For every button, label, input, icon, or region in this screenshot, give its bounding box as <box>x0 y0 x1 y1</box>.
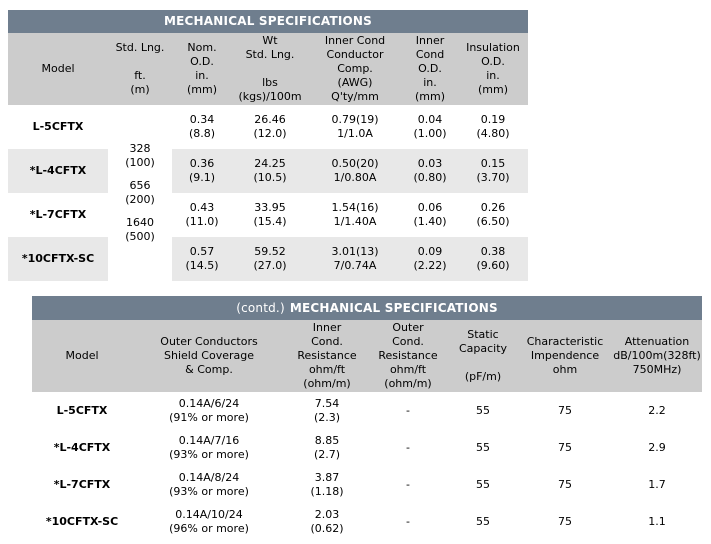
value-cell: 0.06 (1.40) <box>413 201 447 228</box>
table-row: *10CFTX-SC 0.57 (14.5) 59.52 (27.0) 3.01… <box>8 237 528 281</box>
column-header-wt-std-lng: Wt Std. Lng. lbs (kgs)/100m <box>238 34 302 103</box>
model-cell: *L-4CFTX <box>8 149 108 193</box>
table-title-bar: (contd.) MECHANICAL SPECIFICATIONS <box>32 296 702 320</box>
value-cell: 0.79(19) 1/1.0A <box>331 113 379 140</box>
value-cell: 0.26 (6.50) <box>476 201 510 228</box>
value-cell: 0.38 (9.60) <box>458 237 528 281</box>
model-cell: L-5CFTX <box>32 120 84 133</box>
header-row: Model Std. Lng. ft. (m) Nom. O.D. in. (m… <box>8 33 528 105</box>
std-lng-cell: 328 (100) 656 (200) 1640 (500) <box>108 105 172 281</box>
mechanical-specs-grid: Model Std. Lng. ft. (m) Nom. O.D. in. (m… <box>8 33 528 281</box>
value-cell: 2.9 <box>648 440 666 454</box>
column-header-nom-od: Nom. O.D. in. (mm) <box>186 41 217 96</box>
column-header-std-lng: Std. Lng. ft. (m) <box>115 41 165 96</box>
column-header-model: Model <box>41 62 75 75</box>
value-cell: 75 <box>558 440 572 454</box>
value-cell: 3.01(13) 7/0.74A <box>308 237 402 281</box>
value-cell: 33.95 (15.4) <box>253 201 287 228</box>
value-cell: - <box>406 403 410 417</box>
value-cell: - <box>406 477 410 491</box>
table-row: *L-4CFTX 0.36 (9.1) 24.25 (10.5) 0.50(20… <box>8 149 528 193</box>
value-cell: 0.09 (2.22) <box>402 237 458 281</box>
column-header-characteristic-impendence: Characteristic Impendence ohm <box>526 335 604 376</box>
value-cell: 55 <box>476 477 490 491</box>
column-header-insulation-od: Insulation O.D. in. (mm) <box>466 41 520 96</box>
value-cell: - <box>406 440 410 454</box>
model-cell: L-5CFTX <box>56 403 108 417</box>
value-cell: 0.43 (11.0) <box>185 201 219 228</box>
value-cell: 55 <box>476 440 490 454</box>
value-cell: 0.15 (3.70) <box>458 149 528 193</box>
header-row: Model Outer Conductors Shield Coverage &… <box>32 320 702 392</box>
value-cell: 0.36 (9.1) <box>172 149 232 193</box>
value-cell: 0.57 (14.5) <box>172 237 232 281</box>
column-header-inner-cond-comp: Inner Cond Conductor Comp. (AWG) Q'ty/mm <box>324 34 386 103</box>
table-row: *10CFTX-SC 0.14A/10/24 (96% or more) 2.0… <box>32 503 702 540</box>
contd-mechanical-specs-grid: Model Outer Conductors Shield Coverage &… <box>32 320 702 540</box>
value-cell: 0.14A/8/24 (93% or more) <box>169 470 249 498</box>
value-cell: 24.25 (10.5) <box>232 149 308 193</box>
table-row: *L-4CFTX 0.14A/7/16 (93% or more) 8.85 (… <box>32 429 702 466</box>
table-row: *L-7CFTX 0.43 (11.0) 33.95 (15.4) 1.54(1… <box>8 193 528 237</box>
value-cell: 0.14A/7/16 (93% or more) <box>169 433 249 461</box>
table-title-prefix: (contd.) <box>236 301 285 315</box>
column-header-static-capacity: Static Capacity (pF/m) <box>458 328 508 383</box>
value-cell: 55 <box>476 514 490 528</box>
value-cell: 8.85 (2.7) <box>313 433 341 461</box>
column-header-model: Model <box>65 349 99 362</box>
model-cell: *L-7CFTX <box>29 208 87 221</box>
model-cell: *L-7CFTX <box>53 477 111 491</box>
column-header-outer-conductors: Outer Conductors Shield Coverage & Comp. <box>160 335 258 376</box>
value-cell: 0.34 (8.8) <box>188 113 216 140</box>
std-lng-value: 328 (100) <box>125 142 155 169</box>
value-cell: 2.03 (0.62) <box>310 507 344 535</box>
value-cell: 1.1 <box>648 514 666 528</box>
table-title: MECHANICAL SPECIFICATIONS <box>164 14 372 28</box>
value-cell: - <box>406 514 410 528</box>
value-cell: 55 <box>476 403 490 417</box>
column-header-inner-cond-od: Inner Cond O.D. in. (mm) <box>414 34 445 103</box>
value-cell: 0.03 (0.80) <box>402 149 458 193</box>
value-cell: 1.7 <box>648 477 666 491</box>
value-cell: 0.14A/10/24 (96% or more) <box>169 507 249 535</box>
value-cell: 75 <box>558 477 572 491</box>
table-row: L-5CFTX 0.14A/6/24 (91% or more) 7.54 (2… <box>32 392 702 429</box>
column-header-outer-cond-resistance: Outer Cond. Resistance ohm/ft (ohm/m) <box>378 321 438 390</box>
table-title: MECHANICAL SPECIFICATIONS <box>289 301 498 315</box>
value-cell: 0.14A/6/24 (91% or more) <box>169 396 249 424</box>
value-cell: 7.54 (2.3) <box>313 396 341 424</box>
model-cell: *10CFTX-SC <box>8 237 108 281</box>
value-cell: 75 <box>558 514 572 528</box>
value-cell: 59.52 (27.0) <box>232 237 308 281</box>
column-header-attenuation: Attenuation dB/100m(328ft) 750MHz) <box>613 335 701 376</box>
table-row: *L-7CFTX 0.14A/8/24 (93% or more) 3.87 (… <box>32 466 702 503</box>
std-lng-value: 1640 (500) <box>125 216 155 243</box>
mechanical-specifications-table: MECHANICAL SPECIFICATIONS Model Std. Lng… <box>8 10 528 281</box>
value-cell: 2.2 <box>648 403 666 417</box>
value-cell: 26.46 (12.0) <box>253 113 287 140</box>
value-cell: 75 <box>558 403 572 417</box>
model-cell: *10CFTX-SC <box>45 514 119 528</box>
table-title-bar: MECHANICAL SPECIFICATIONS <box>8 10 528 33</box>
value-cell: 0.50(20) 1/0.80A <box>308 149 402 193</box>
model-cell: *L-4CFTX <box>53 440 111 454</box>
contd-mechanical-specifications-table: (contd.) MECHANICAL SPECIFICATIONS Model … <box>32 296 702 540</box>
std-lng-value: 656 (200) <box>125 179 155 206</box>
table-row: L-5CFTX 328 (100) 656 (200) 1640 (500) 0… <box>8 105 528 281</box>
column-header-inner-cond-resistance: Inner Cond. Resistance ohm/ft (ohm/m) <box>297 321 357 390</box>
value-cell: 0.04 (1.00) <box>413 113 447 140</box>
value-cell: 0.19 (4.80) <box>476 113 510 140</box>
value-cell: 3.87 (1.18) <box>310 470 344 498</box>
value-cell: 1.54(16) 1/1.40A <box>331 201 379 228</box>
